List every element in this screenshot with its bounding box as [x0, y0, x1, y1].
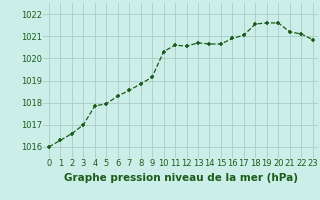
X-axis label: Graphe pression niveau de la mer (hPa): Graphe pression niveau de la mer (hPa) — [64, 173, 298, 183]
